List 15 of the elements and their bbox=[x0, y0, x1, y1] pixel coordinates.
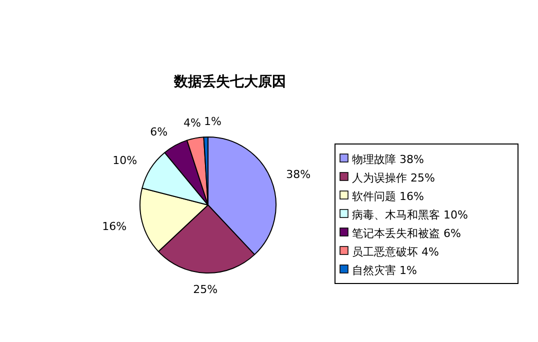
chart-title: 数据丢失七大原因 bbox=[173, 73, 286, 90]
data-label: 25% bbox=[193, 282, 218, 296]
data-label: 16% bbox=[102, 220, 127, 233]
legend-label: 物理故障 38% bbox=[352, 153, 424, 166]
data-label: 38% bbox=[286, 168, 311, 182]
data-label: 6% bbox=[150, 125, 168, 138]
legend-label: 软件问题 16% bbox=[352, 190, 424, 203]
legend-label: 人为误操作 25% bbox=[352, 172, 435, 184]
legend-label: 笔记本丢失和被盗 6% bbox=[352, 227, 461, 240]
legend-label: 自然灾害 1% bbox=[352, 264, 417, 277]
data-label: 1% bbox=[204, 115, 222, 128]
data-label: 10% bbox=[112, 154, 138, 167]
legend-label: 病毒、木马和黑客 10% bbox=[352, 208, 468, 222]
legend-label: 员工恶意破坏 4% bbox=[352, 246, 439, 258]
data-label: 4% bbox=[184, 116, 201, 130]
